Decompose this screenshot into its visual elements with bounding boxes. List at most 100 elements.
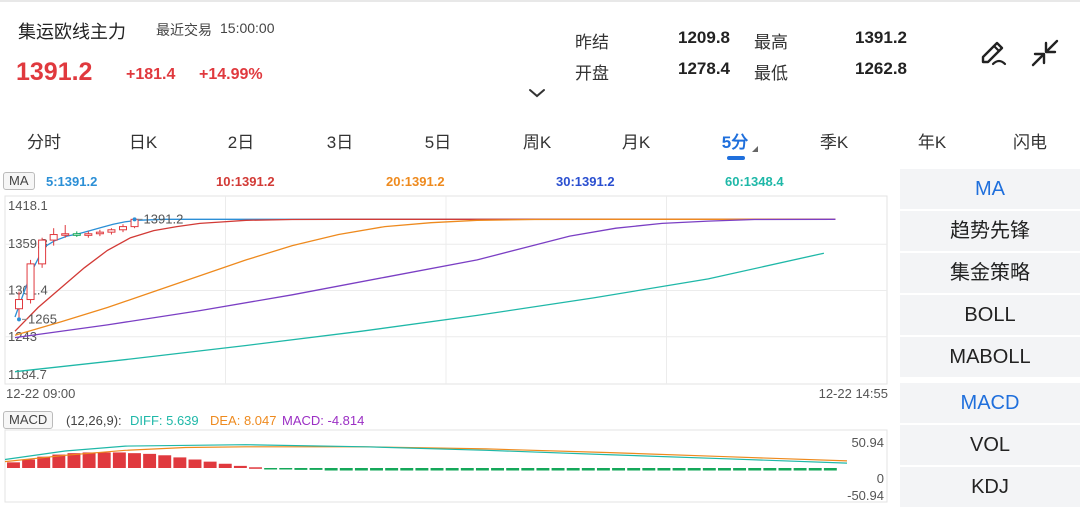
macd-histogram-bar [596,468,610,471]
price-annotation-dot [132,217,137,222]
macd-histogram-bar [733,468,747,471]
indicator-item-0[interactable]: MA [900,169,1080,209]
price-annotation-label: 1265 [28,311,57,326]
macd-histogram-bar [551,468,565,471]
macd-histogram-bar [763,468,777,471]
ma-line-ma20 [14,218,836,336]
macd-histogram-bar [778,468,792,471]
macd-histogram-bar [793,468,807,471]
macd-dea-legend: DEA: 8.047 [210,413,277,428]
macd-histogram-bar [67,453,81,468]
contract-title: 集运欧线主力 [18,22,126,42]
macd-dea-line [4,446,848,463]
macd-histogram-bar [748,468,762,471]
macd-histogram-bar [566,468,580,471]
indicator-item-7[interactable]: KDJ [900,467,1080,507]
candle-body [49,234,58,241]
tab-4[interactable]: 5日 [424,133,452,152]
macd-histogram-bar [128,453,141,468]
candle-body [72,233,81,236]
candle-body [119,226,127,231]
price-change: +181.4 [126,66,176,83]
tab-2[interactable]: 2日 [227,133,255,152]
macd-histogram-bar [97,452,111,468]
ma-line-ma10 [14,218,836,332]
macd-histogram-bar [37,456,51,468]
macd-histogram-bar [309,468,323,470]
indicator-item-3[interactable]: BOLL [900,295,1080,335]
ma-line-ma5 [14,218,836,318]
low-value: 1262.8 [855,59,907,78]
macd-indicator-pill[interactable]: MACD [3,411,54,429]
high-value: 1391.2 [855,28,907,47]
macd-histogram-bar [415,468,429,471]
last-trade-label: 最近交易 [156,22,212,38]
time-axis-start: 12-22 09:00 [6,386,75,401]
macd-histogram-bar [475,468,489,471]
macd-histogram-bar [430,468,444,471]
macd-plot-frame [4,429,888,503]
collapse-icon[interactable] [1028,36,1062,70]
price-tick-label: 1359.8 [8,236,48,251]
macd-histogram-bar [400,468,414,471]
macd-histogram-bar [52,454,66,468]
candle-body [26,263,35,301]
draw-pen-icon[interactable] [977,36,1011,70]
ma20-legend: 20:1391.2 [386,174,445,189]
ma-line-ma60 [14,252,825,373]
price-tick-label: 1418.1 [8,198,48,213]
tab-7[interactable]: 5分 [721,133,749,152]
candle-body [95,231,104,235]
macd-histogram-bar [627,468,641,471]
low-label: 最低 [754,64,788,83]
macd-histogram-bar [657,468,671,471]
macd-histogram-bar [158,455,172,468]
macd-histogram-bar [521,468,535,471]
macd-histogram-bar [687,468,701,471]
last-price: 1391.2 [16,58,93,86]
prev-settle-value: 1209.8 [678,28,730,47]
tab-5[interactable]: 周K [522,133,552,152]
macd-histogram-bar [218,463,232,468]
indicator-item-1[interactable]: 趋势先锋 [900,211,1080,251]
ma30-legend: 30:1391.2 [556,174,615,189]
macd-histogram-bar [188,459,202,468]
macd-tick-label: 0 [877,471,884,486]
high-label: 最高 [754,33,788,52]
tab-1[interactable]: 日K [128,133,158,152]
ma-line-ma30 [14,218,836,339]
macd-histogram-bar [279,468,293,470]
chevron-down-icon[interactable] [528,88,546,98]
indicator-item-2[interactable]: 集金策略 [900,253,1080,293]
tab-0[interactable]: 分时 [27,133,61,152]
candle-body [15,299,23,310]
macd-histogram-bar [370,468,383,471]
tab-8[interactable]: 季K [819,133,849,152]
ma-indicator-pill[interactable]: MA [3,172,35,190]
candle-body [107,229,116,233]
indicator-item-4[interactable]: MABOLL [900,337,1080,377]
tab-3[interactable]: 3日 [326,133,354,152]
macd-histogram-bar [717,468,731,471]
ma60-legend: 60:1348.4 [725,174,784,189]
macd-histogram-bar [294,468,308,470]
macd-histogram-bar [339,468,353,471]
tab-9[interactable]: 年K [917,133,947,152]
price-annotation-dot [17,317,21,322]
tab-6[interactable]: 月K [621,133,651,152]
macd-histogram-bar [460,468,474,471]
tab-dropdown-triangle-icon[interactable] [752,146,758,152]
macd-histogram-bar [354,468,368,471]
tab-10[interactable]: 闪电 [1013,133,1047,152]
kline-chart[interactable]: 1418.11359.81301.412431184.71391.2126512… [0,0,900,512]
macd-histogram-bar [22,459,36,468]
macd-histogram-bar [536,468,550,471]
macd-histogram-bar [612,468,626,471]
macd-histogram-bar [112,452,126,468]
macd-histogram-bar [823,468,837,471]
indicator-item-6[interactable]: VOL [900,425,1080,465]
indicator-item-5[interactable]: MACD [900,383,1080,423]
macd-histogram-bar [233,465,247,468]
macd-value-legend: MACD: -4.814 [282,413,365,428]
open-label: 开盘 [575,64,609,83]
